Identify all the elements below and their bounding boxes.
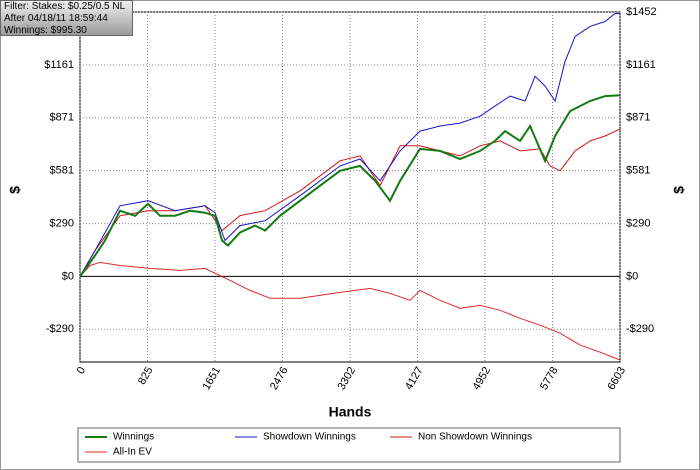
y-tick-label: $871	[50, 112, 74, 124]
y-axis-title: $	[7, 186, 23, 194]
x-axis-title: Hands	[329, 404, 372, 420]
y2-tick-label: $1161	[626, 59, 656, 71]
y2-tick-label: $290	[626, 218, 650, 230]
y2-axis-title: $	[671, 186, 687, 194]
y-tick-label: $1161	[44, 59, 74, 71]
series-line	[79, 261, 621, 361]
series-line	[79, 13, 620, 277]
series-line	[79, 94, 621, 277]
info-line: Filter: Stakes: $0.25/0.5 NL	[4, 1, 126, 12]
y2-tick-label: $871	[626, 112, 650, 124]
y-tick-label: $581	[50, 165, 74, 177]
y2-tick-label: -$290	[626, 323, 654, 335]
y-tick-label: $290	[50, 218, 74, 230]
legend-label: Winnings	[113, 432, 154, 443]
info-line: Winnings: $995.30	[4, 25, 87, 36]
info-box: Filter: Stakes: $0.25/0.5 NL After 04/18…	[0, 0, 133, 36]
info-line: After 04/18/11 18:59:44	[4, 13, 108, 24]
y-tick-label: $0	[62, 270, 74, 282]
y2-tick-label: $581	[626, 165, 650, 177]
legend-label: Showdown Winnings	[263, 432, 356, 443]
legend-label: Non Showdown Winnings	[418, 432, 532, 443]
x-tick-label: 0	[75, 365, 88, 376]
y2-tick-label: $0	[626, 270, 638, 282]
legend	[77, 427, 621, 463]
y2-tick-label: $1452	[626, 6, 657, 18]
legend-label: All-In EV	[113, 447, 152, 458]
y-tick-label: -$290	[46, 323, 74, 335]
